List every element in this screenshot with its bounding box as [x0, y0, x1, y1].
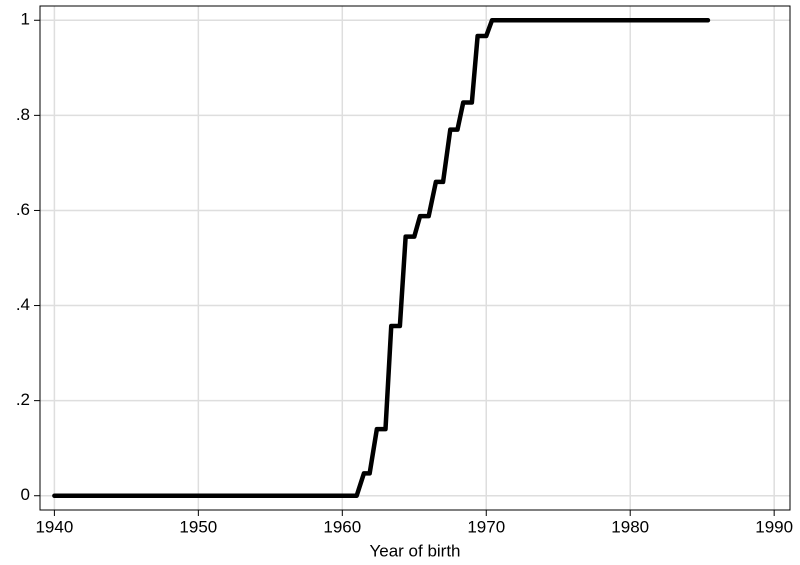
- y-tick-label: .6: [16, 200, 30, 219]
- y-tick-label: 0: [21, 485, 30, 504]
- plot-frame: [39, 5, 791, 511]
- x-tick-label: 1950: [179, 517, 217, 536]
- y-tick-label: .2: [16, 390, 30, 409]
- x-tick-label: 1960: [323, 517, 361, 536]
- x-tick-label: 1990: [755, 517, 793, 536]
- plot-frame: [39, 5, 791, 511]
- x-tick-label: 1980: [611, 517, 649, 536]
- y-tick-label: 1: [21, 10, 30, 29]
- y-tick-label: .4: [16, 295, 30, 314]
- x-tick-label: 1970: [467, 517, 505, 536]
- data-line: [52, 18, 711, 498]
- x-axis-label: Year of birth: [369, 541, 460, 560]
- y-tick-label: .8: [16, 105, 30, 124]
- x-tick-label: 1940: [35, 517, 73, 536]
